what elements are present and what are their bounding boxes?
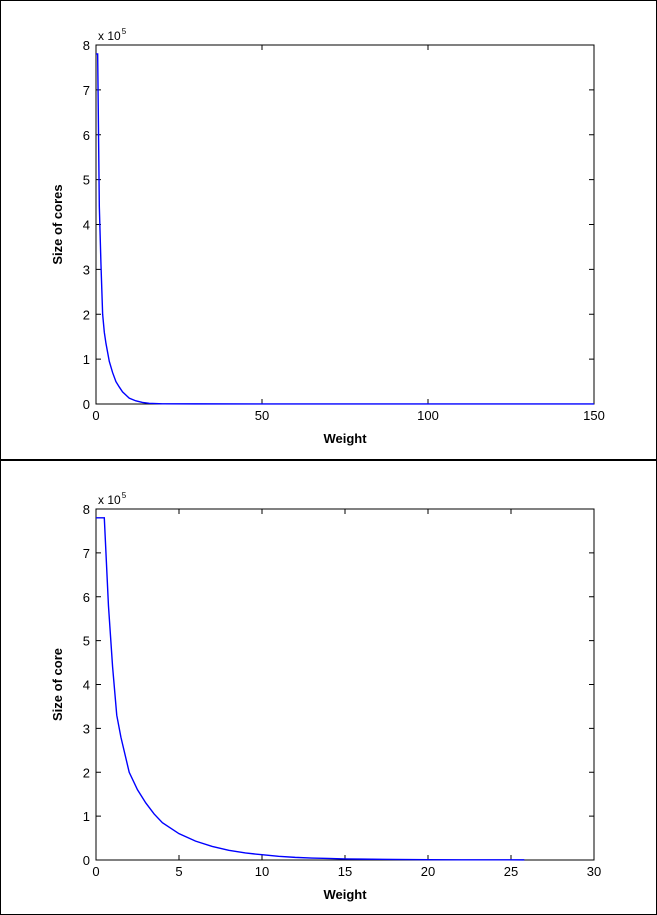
y-tick-label: 7 — [83, 83, 90, 98]
y-tick-label: 1 — [83, 352, 90, 367]
y-multiplier-label: x 105 — [98, 27, 127, 43]
x-tick-label: 100 — [417, 408, 439, 423]
x-tick-label: 10 — [255, 864, 269, 879]
y-multiplier-label: x 105 — [98, 491, 127, 507]
chart-panel-bottom: 0 5 10 15 20 25 30 0 1 2 3 4 5 6 7 8 x 105 Weight Size of … — [0, 461, 657, 915]
y-tick-label: 3 — [83, 721, 90, 736]
y-tick-label: 4 — [83, 218, 90, 233]
y-multiplier-base: x 10 — [98, 493, 121, 507]
y-tick-label: 5 — [83, 634, 90, 649]
panel-divider — [0, 459, 657, 461]
y-tick-label: 0 — [83, 397, 90, 412]
x-axis-title: Weight — [323, 431, 367, 446]
y-tick-label: 5 — [83, 173, 90, 188]
y-tick-label: 6 — [83, 128, 90, 143]
x-tick-label: 15 — [338, 864, 352, 879]
y-tick-label: 8 — [83, 502, 90, 517]
plot-area — [95, 44, 595, 405]
x-tick-label: 0 — [92, 408, 99, 423]
series-line — [96, 53, 594, 405]
x-tick-label: 25 — [504, 864, 518, 879]
y-multiplier-exponent: 5 — [122, 491, 127, 500]
y-multiplier-exponent: 5 — [122, 27, 127, 36]
y-tick-label: 4 — [83, 678, 90, 693]
y-tick-label: 1 — [83, 809, 90, 824]
y-multiplier-base: x 10 — [98, 29, 121, 43]
y-tick-label: 0 — [83, 853, 90, 868]
y-tick-label: 7 — [83, 546, 90, 561]
x-tick-label: 20 — [421, 864, 435, 879]
y-axis-title: Size of core — [50, 648, 65, 721]
x-tick-label: 150 — [583, 408, 605, 423]
series-line — [96, 517, 525, 861]
y-tick-label: 2 — [83, 307, 90, 322]
chart-panel-top: 0 50 100 150 0 1 2 3 4 5 6 7 8 x 105 Weight Size of cor… — [50, 27, 605, 446]
y-tick-label: 2 — [83, 765, 90, 780]
x-tick-label: 30 — [587, 864, 601, 879]
plot-area — [95, 508, 595, 861]
y-axis-title: Size of cores — [50, 184, 65, 264]
x-tick-label: 5 — [175, 864, 182, 879]
x-axis-title: Weight — [323, 887, 367, 902]
x-tick-label: 50 — [255, 408, 269, 423]
y-tick-label: 8 — [83, 38, 90, 53]
y-tick-label: 6 — [83, 590, 90, 605]
y-tick-label: 3 — [83, 262, 90, 277]
x-tick-label: 0 — [92, 864, 99, 879]
